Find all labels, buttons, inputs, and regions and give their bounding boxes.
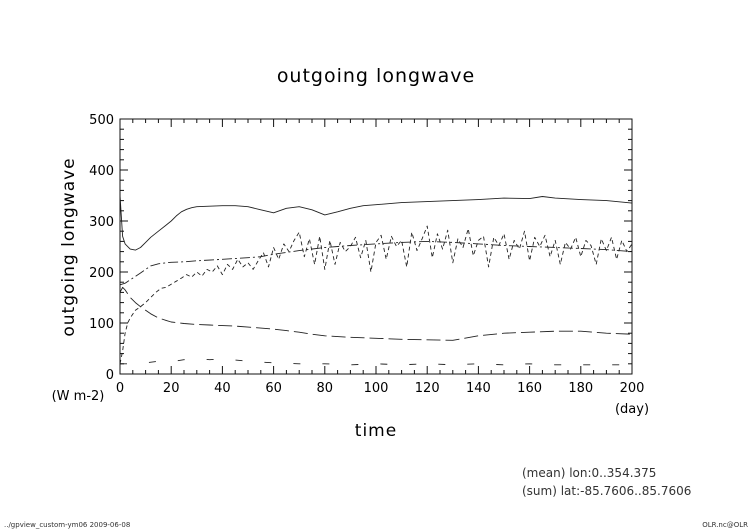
y-tick-label: 100 bbox=[89, 317, 114, 332]
series-line-5-sparse-dash bbox=[120, 358, 632, 366]
series-layer bbox=[119, 195, 633, 366]
series-line-3-dashed bbox=[119, 225, 633, 364]
footer-left-text: ../gpview_custom-ym06 2009-06-08 bbox=[4, 521, 130, 529]
y-tick-label: 400 bbox=[89, 164, 114, 179]
x-tick-label: 20 bbox=[163, 381, 180, 396]
x-tick-label: 160 bbox=[517, 381, 542, 396]
plot-frame bbox=[119, 118, 633, 375]
mean-info-text: (mean) lon:0..354.375 bbox=[522, 466, 656, 480]
x-tick-label: 0 bbox=[116, 381, 124, 396]
x-axis-label: time bbox=[355, 421, 397, 441]
y-axis-label: outgoing longwave bbox=[59, 157, 79, 336]
series-line-1-solid bbox=[119, 195, 633, 251]
chart-title: outgoing longwave bbox=[277, 65, 475, 87]
x-tick-label: 60 bbox=[265, 381, 282, 396]
x-tick-label: 120 bbox=[415, 381, 440, 396]
y-tick-label: 300 bbox=[89, 215, 114, 230]
y-tick-label: 500 bbox=[89, 113, 114, 128]
x-tick-label: 180 bbox=[568, 381, 593, 396]
series-line-2-dash-dot bbox=[119, 240, 633, 286]
x-tick-label: 80 bbox=[317, 381, 334, 396]
x-unit-label: (day) bbox=[615, 402, 649, 417]
series-line-4-long-dash bbox=[119, 286, 633, 341]
x-tick-label: 100 bbox=[364, 381, 389, 396]
sum-info-text: (sum) lat:-85.7606..85.7606 bbox=[522, 484, 691, 498]
x-tick-label: 200 bbox=[620, 381, 645, 396]
x-tick-label: 40 bbox=[214, 381, 231, 396]
footer-right-text: OLR.nc@OLR bbox=[702, 521, 748, 529]
y-axis: 0 100 200 300 400 500 bbox=[89, 113, 632, 383]
y-unit-label: (W m-2) bbox=[52, 389, 105, 404]
x-tick-label: 140 bbox=[466, 381, 491, 396]
y-tick-label: 0 bbox=[106, 368, 114, 383]
y-tick-label: 200 bbox=[89, 266, 114, 281]
x-axis: 0 20 40 60 80 100 120 140 160 180 200 bbox=[116, 119, 645, 396]
